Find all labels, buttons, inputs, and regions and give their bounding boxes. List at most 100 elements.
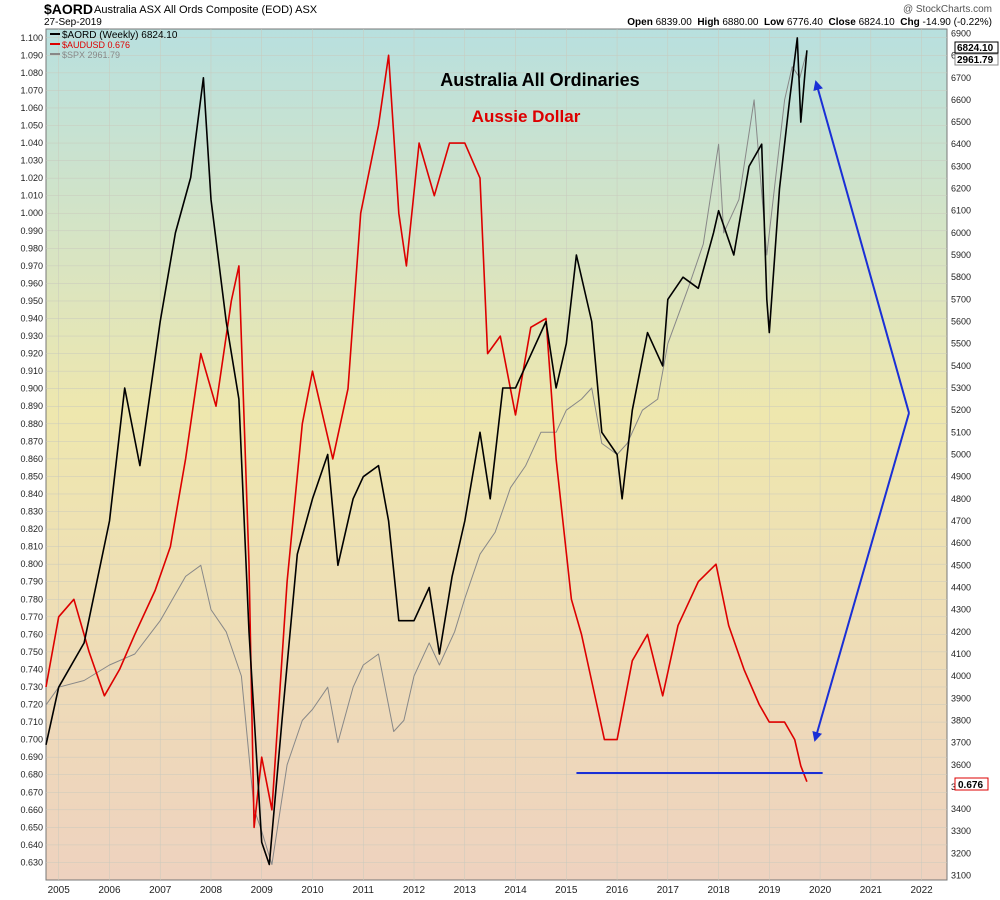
right-tick-label: 4000 [951,671,971,681]
x-tick-label: 2017 [657,885,680,896]
x-tick-label: 2019 [758,885,781,896]
left-tick-label: 1.010 [20,191,43,201]
right-tick-label: 4300 [951,605,971,615]
series-line-spx [45,51,808,865]
grid-lines [46,29,947,880]
x-tick-label: 2014 [504,885,527,896]
arrow-down [812,412,910,742]
legend-swatch-audusd [50,43,60,45]
left-tick-label: 0.690 [20,752,43,762]
aussie-dollar-annotation: Aussie Dollar [472,107,581,126]
left-tick-label: 0.770 [20,612,43,622]
left-tick-label: 0.820 [20,524,43,534]
x-tick-label: 2007 [149,885,172,896]
left-tick-label: 0.940 [20,314,43,324]
left-tick-label: 1.090 [20,50,43,60]
left-tick-label: 0.750 [20,647,43,657]
arrow-up [813,80,910,414]
right-tick-label: 5300 [951,383,971,393]
right-tick-label: 5800 [951,272,971,282]
left-tick-label: 0.710 [20,717,43,727]
chg-value: -14.90 (-0.22%) [922,17,992,28]
right-tick-label: 6900 [951,28,971,38]
right-tick-label: 3600 [951,760,971,770]
stockcharts-credit[interactable]: @ StockCharts.com [902,4,992,15]
left-tick-label: 0.910 [20,366,43,376]
price-tag-aord: 6824.10 [954,41,999,54]
x-tick-label: 2005 [48,885,71,896]
legend-audusd: $AUDUSD 0.676 [62,40,130,50]
x-tick-label: 2018 [707,885,730,896]
left-tick-label: 0.650 [20,822,43,832]
series-line-aord-weekly [45,37,808,866]
left-tick-label: 1.060 [20,103,43,113]
right-tick-label: 4500 [951,560,971,570]
high-value: 6880.00 [722,17,759,28]
left-tick-label: 0.960 [20,278,43,288]
right-tick-label: 6700 [951,73,971,83]
legend-swatch-spx [50,53,60,55]
svg-text:0.676: 0.676 [958,780,983,791]
right-tick-label: 4200 [951,627,971,637]
right-tick-label: 5700 [951,294,971,304]
right-tick-label: 6500 [951,117,971,127]
legend: $AORD (Weekly) 6824.10 $AUDUSD 0.676 $SP… [50,30,178,60]
left-tick-label: 1.000 [20,208,43,218]
left-tick-label: 0.880 [20,419,43,429]
left-tick-label: 0.740 [20,664,43,674]
left-tick-label: 1.030 [20,156,43,166]
right-tick-label: 4900 [951,472,971,482]
left-tick-label: 1.080 [20,68,43,78]
left-tick-label: 0.930 [20,331,43,341]
open-value: 6839.00 [655,17,692,28]
svg-text:2961.79: 2961.79 [957,55,994,66]
left-tick-label: 0.860 [20,454,43,464]
right-tick-label: 4400 [951,582,971,592]
right-tick-label: 6000 [951,228,971,238]
chart-title-annotation: Australia All Ordinaries [440,70,639,90]
right-tick-label: 6300 [951,161,971,171]
left-tick-label: 0.810 [20,542,43,552]
left-tick-label: 1.020 [20,173,43,183]
left-tick-label: 0.790 [20,577,43,587]
left-tick-label: 0.950 [20,296,43,306]
low-label: Low [764,17,785,28]
left-tick-label: 0.670 [20,787,43,797]
right-tick-label: 6600 [951,95,971,105]
left-tick-label: 1.100 [20,33,43,43]
right-tick-label: 6400 [951,139,971,149]
right-tick-label: 5400 [951,361,971,371]
left-axis: 0.630 0.640 0.650 0.660 0.670 0.680 0.690 0.700… [20,33,43,868]
right-tick-label: 6200 [951,184,971,194]
price-tag-spx: 2961.79 [954,53,999,66]
right-tick-label: 3400 [951,804,971,814]
right-tick-label: 3800 [951,715,971,725]
chg-label: Chg [900,17,920,28]
open-label: Open [627,17,653,28]
legend-aord: $AORD (Weekly) 6824.10 [62,30,178,41]
left-tick-label: 0.970 [20,261,43,271]
plot-background [45,28,948,881]
left-tick-label: 0.730 [20,682,43,692]
x-tick-label: 2020 [809,885,832,896]
left-tick-label: 0.630 [20,857,43,867]
right-tick-label: 5500 [951,339,971,349]
right-tick-label: 5100 [951,427,971,437]
left-tick-label: 1.070 [20,85,43,95]
right-tick-label: 4700 [951,516,971,526]
x-tick-label: 2022 [910,885,933,896]
left-tick-label: 1.040 [20,138,43,148]
right-tick-label: 3200 [951,848,971,858]
left-tick-label: 0.980 [20,243,43,253]
right-tick-label: 5200 [951,405,971,415]
chart-date: 27-Sep-2019 [44,17,102,28]
x-tick-label: 2010 [301,885,324,896]
chart-symbol: $AORD [44,1,94,17]
left-tick-label: 0.760 [20,629,43,639]
left-tick-label: 0.800 [20,559,43,569]
chart-full-name: Australia ASX All Ords Composite (EOD) A… [94,4,318,16]
right-tick-label: 4600 [951,538,971,548]
left-tick-label: 0.990 [20,226,43,236]
svg-text:6824.10: 6824.10 [957,43,994,54]
